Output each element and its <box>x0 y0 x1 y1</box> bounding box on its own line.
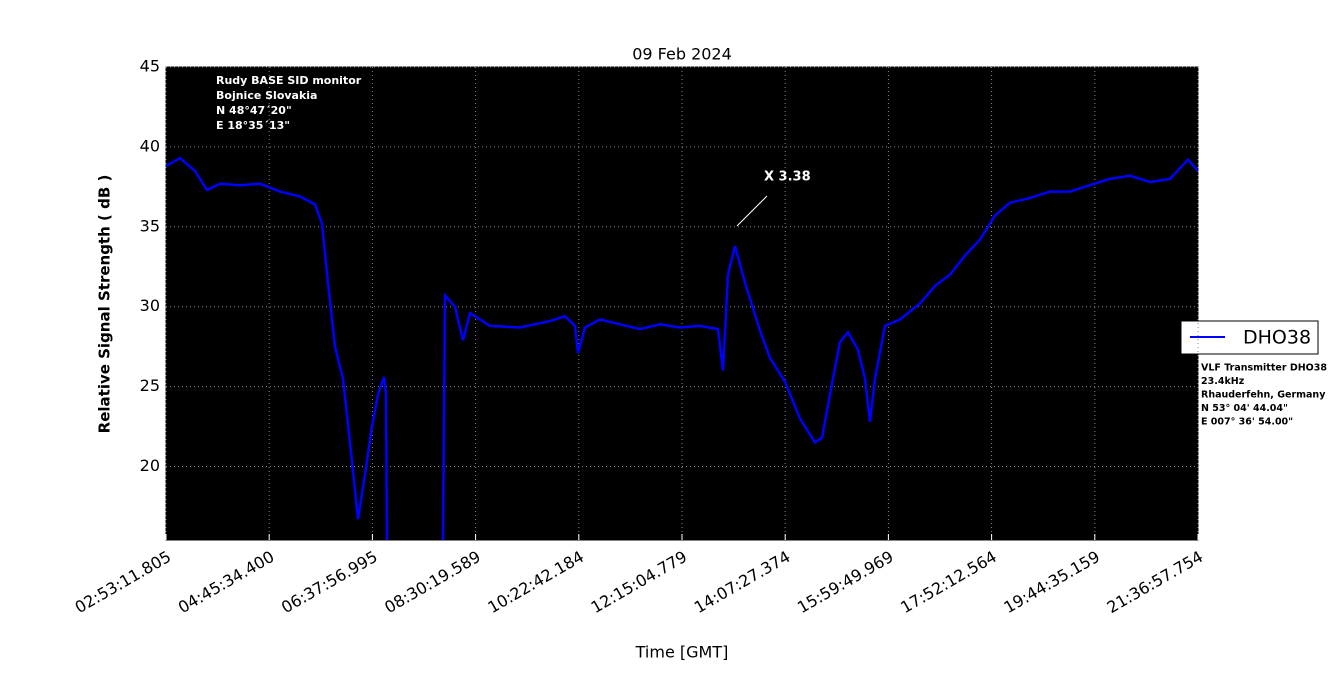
plot-lines <box>166 156 1198 540</box>
transmitter-info: VLF Transmitter DHO38 <box>1201 363 1327 374</box>
x-tick-label: 06:37:56.995 <box>278 547 381 617</box>
transmitter-info: Rhauderfehn, Germany <box>1201 390 1326 401</box>
x-tick-label: 15:59:49.969 <box>794 547 897 617</box>
station-info: N 48°47´20" <box>216 104 292 117</box>
transmitter-info: 23.4kHz <box>1201 376 1245 387</box>
series-line <box>441 157 1198 540</box>
y-axis-label: Relative Signal Strength ( dB ) <box>96 175 114 434</box>
y-tick-label: 40 <box>140 136 160 155</box>
station-info: Rudy BASE SID monitor <box>216 74 362 87</box>
x-tick-label: 17:52:12.564 <box>897 547 1000 617</box>
station-info: Bojnice Slovakia <box>216 89 317 102</box>
x-tick-label: 08:30:19.589 <box>381 547 484 617</box>
transmitter-info: E 007° 36' 54.00" <box>1201 417 1293 428</box>
x-tick-label: 10:22:42.184 <box>484 547 587 617</box>
y-tick-label: 30 <box>140 296 160 315</box>
x-tick-label: 04:45:34.400 <box>175 547 278 617</box>
y-tick-label: 45 <box>140 57 160 76</box>
x-tick-label: 14:07:27.374 <box>691 547 794 617</box>
series-line <box>166 156 389 540</box>
y-tick-label: 35 <box>140 216 160 235</box>
y-tick-label: 20 <box>140 456 160 475</box>
x-tick-label: 12:15:04.779 <box>588 547 691 617</box>
transmitter-info: N 53° 04' 44.04" <box>1201 403 1288 414</box>
x-tick-label: 02:53:11.805 <box>72 547 175 617</box>
chart-title: 09 Feb 2024 <box>632 45 732 64</box>
x-tick-label: 21:36:57.754 <box>1104 547 1207 617</box>
x-axis-label: Time [GMT] <box>635 643 729 662</box>
annotation-arrow <box>736 195 768 227</box>
x-tick-label: 19:44:35.159 <box>1000 547 1103 617</box>
station-info: E 18°35´13" <box>216 119 290 132</box>
y-tick-label: 25 <box>140 376 160 395</box>
annotation: X 3.38 <box>764 170 811 185</box>
legend-label: DHO38 <box>1243 327 1311 349</box>
